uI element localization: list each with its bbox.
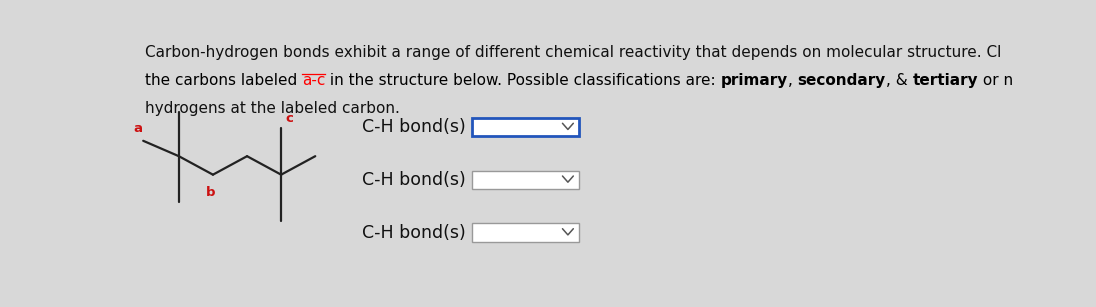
Text: C-H bond(s) at: C-H bond(s) at (362, 118, 494, 136)
Text: in the structure below. Possible classifications are:: in the structure below. Possible classif… (326, 73, 721, 87)
Text: hydrogens at the labeled carbon.: hydrogens at the labeled carbon. (145, 101, 400, 116)
Text: C-H bond(s) at: C-H bond(s) at (362, 171, 494, 189)
Text: tertiary: tertiary (913, 73, 979, 87)
Text: , &: , & (886, 73, 913, 87)
Text: secondary: secondary (798, 73, 886, 87)
Text: or n: or n (979, 73, 1014, 87)
Text: a-c: a-c (301, 73, 326, 87)
Text: ,: , (788, 73, 798, 87)
Text: C-H bond(s) at: C-H bond(s) at (362, 223, 494, 242)
Text: a: a (134, 122, 142, 135)
FancyBboxPatch shape (471, 118, 579, 136)
Text: primary: primary (721, 73, 788, 87)
Text: b: b (206, 186, 216, 199)
Text: b: b (494, 171, 506, 189)
FancyBboxPatch shape (471, 223, 579, 242)
Text: the carbons labeled: the carbons labeled (145, 73, 301, 87)
Text: Carbon-hydrogen bonds exhibit a range of different chemical reactivity that depe: Carbon-hydrogen bonds exhibit a range of… (145, 45, 1001, 60)
FancyBboxPatch shape (471, 171, 579, 189)
Text: c: c (494, 223, 504, 242)
Text: c: c (286, 112, 294, 125)
Text: a: a (494, 118, 505, 136)
